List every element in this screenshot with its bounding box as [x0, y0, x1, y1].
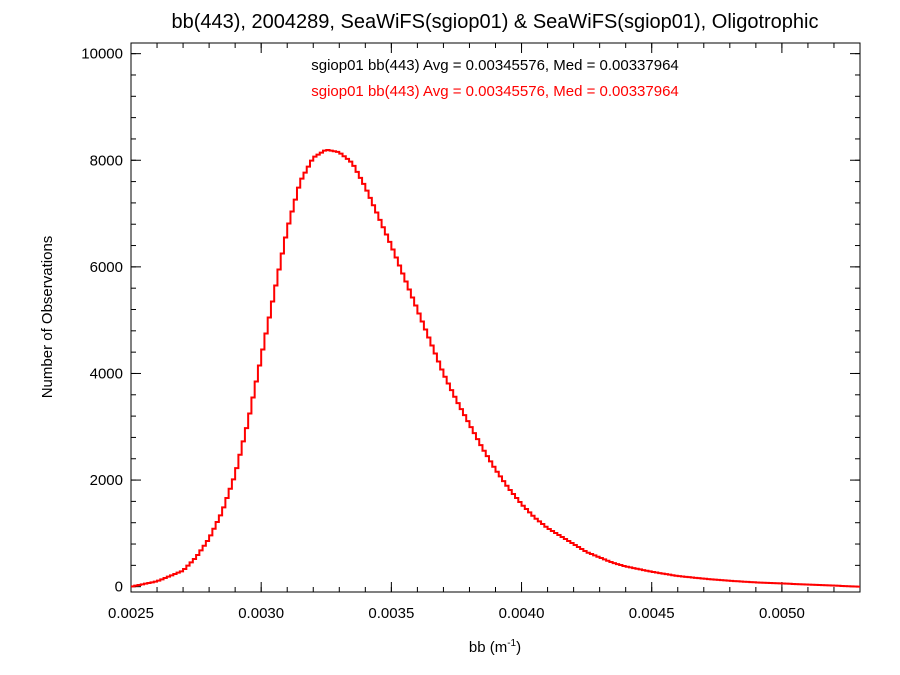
y-tick-label: 8000 — [90, 152, 123, 169]
stats-annotation-red: sgiop01 bb(443) Avg = 0.00345576, Med = … — [311, 83, 679, 100]
x-tick-label: 0.0045 — [629, 605, 675, 622]
y-axis-label: Number of Observations — [39, 236, 56, 399]
x-axis-label: bb (m-1) — [469, 638, 521, 656]
x-tick-label: 0.0030 — [238, 605, 284, 622]
x-axis-label-main: bb (m — [469, 639, 507, 656]
y-tick-label: 6000 — [90, 259, 123, 276]
plot-frame — [130, 42, 861, 593]
x-tick-label: 0.0040 — [499, 605, 545, 622]
y-tick-label: 4000 — [90, 365, 123, 382]
histogram-series-line — [131, 148, 860, 588]
x-axis-label-close: ) — [516, 639, 521, 656]
y-tick-label: 0 — [115, 579, 123, 596]
chart-title: bb(443), 2004289, SeaWiFS(sgiop01) & Sea… — [172, 11, 819, 33]
stats-annotation-black: sgiop01 bb(443) Avg = 0.00345576, Med = … — [311, 57, 679, 74]
y-axis-ticks: 0 2000 4000 6000 8000 10000 — [81, 46, 860, 596]
x-tick-label: 0.0035 — [368, 605, 414, 622]
x-tick-label: 0.0050 — [759, 605, 805, 622]
x-axis-label-superscript: -1 — [507, 638, 516, 649]
y-tick-label: 2000 — [90, 472, 123, 489]
x-tick-label: 0.0025 — [108, 605, 154, 622]
x-axis-ticks: 0.0025 0.0030 0.0035 0.0040 0.0045 0.0050 — [108, 43, 861, 622]
y-tick-label: 10000 — [81, 46, 123, 63]
